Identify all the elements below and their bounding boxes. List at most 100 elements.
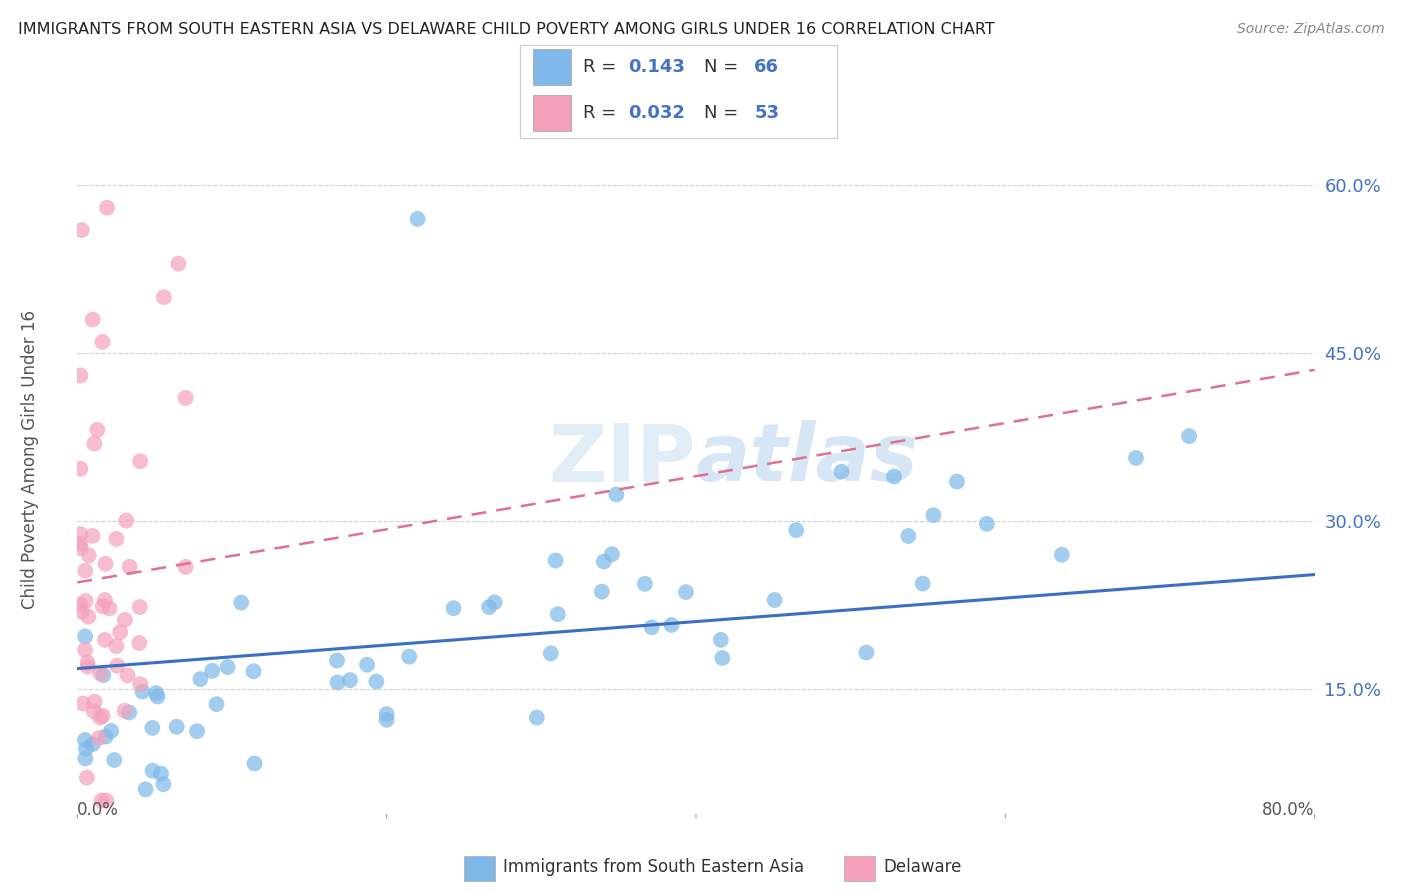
Point (83, 695, 105, 709)
Point (89, 710, 111, 724)
Point (114, 613, 136, 627)
Text: N =: N = (704, 58, 744, 76)
Point (100, 723, 122, 738)
Point (830, 465, 852, 479)
Point (73, 643, 96, 657)
Point (710, 632, 733, 647)
Point (94, 730, 117, 744)
Point (69, 536, 91, 550)
Point (70, 223, 93, 237)
Point (217, 660, 239, 674)
Point (605, 487, 627, 501)
Point (763, 593, 786, 607)
Point (375, 713, 398, 727)
Point (75, 733, 96, 747)
Point (75, 741, 97, 756)
Point (114, 704, 136, 718)
Point (76, 771, 98, 785)
Point (117, 668, 139, 682)
Point (167, 257, 190, 271)
Point (94, 593, 117, 607)
Point (897, 529, 920, 543)
Point (152, 777, 174, 791)
Point (478, 600, 501, 615)
Point (540, 646, 562, 660)
Point (634, 576, 657, 591)
Text: Immigrants from South Eastern Asia: Immigrants from South Eastern Asia (503, 858, 804, 876)
Point (91, 334, 114, 349)
Point (86, 423, 108, 437)
Point (82, 737, 104, 751)
Point (83, 704, 105, 718)
Point (118, 559, 141, 574)
Point (96, 201, 118, 215)
Point (94, 557, 117, 571)
Point (146, 690, 169, 704)
Text: N =: N = (704, 104, 744, 122)
Point (141, 721, 163, 735)
Point (76, 659, 98, 673)
Text: 0.0%: 0.0% (77, 801, 120, 819)
Text: 0.143: 0.143 (627, 58, 685, 76)
Point (544, 553, 567, 567)
Point (356, 657, 378, 672)
Text: R =: R = (583, 104, 623, 122)
Point (75, 594, 97, 608)
Point (661, 618, 683, 632)
Text: ZIP: ZIP (548, 420, 696, 499)
Point (591, 584, 613, 599)
Point (91, 668, 114, 682)
Text: 0.032: 0.032 (627, 104, 685, 122)
Point (398, 649, 420, 664)
Point (75, 630, 96, 644)
Point (174, 391, 197, 405)
Point (1178, 429, 1201, 443)
Point (911, 576, 934, 591)
Point (131, 684, 153, 698)
Point (98, 601, 121, 615)
Point (83, 436, 105, 450)
Point (82, 312, 104, 326)
Point (242, 665, 264, 679)
Point (153, 290, 176, 304)
Point (243, 756, 266, 771)
Point (976, 516, 998, 531)
Point (366, 674, 388, 689)
Point (600, 547, 623, 561)
Point (69, 368, 91, 383)
Point (75, 751, 97, 765)
Point (118, 706, 141, 720)
Text: 80.0%: 80.0% (1263, 801, 1315, 819)
Point (76, 656, 98, 670)
Point (105, 532, 128, 546)
Point (711, 651, 734, 665)
Text: 53: 53 (754, 104, 779, 122)
Point (91, 709, 114, 723)
Bar (533, 95, 571, 131)
Text: 66: 66 (754, 58, 779, 76)
Point (90, 793, 112, 807)
Point (128, 636, 150, 650)
Point (89, 666, 111, 681)
Point (526, 710, 548, 724)
Text: IMMIGRANTS FROM SOUTH EASTERN ASIA VS DELAWARE CHILD POVERTY AMONG GIRLS UNDER 1: IMMIGRANTS FROM SOUTH EASTERN ASIA VS DE… (18, 22, 995, 37)
Text: Child Poverty Among Girls Under 16: Child Poverty Among Girls Under 16 (21, 310, 39, 609)
Point (190, 672, 212, 686)
Point (592, 555, 614, 569)
Point (641, 620, 664, 634)
Point (105, 658, 128, 673)
Point (77, 609, 100, 624)
Point (129, 677, 152, 691)
Point (82, 529, 104, 543)
Point (946, 475, 969, 489)
Point (201, 664, 224, 678)
Point (1050, 548, 1073, 562)
Point (375, 707, 398, 722)
Point (91, 599, 114, 614)
Point (547, 607, 569, 622)
Text: Delaware: Delaware (883, 858, 962, 876)
Point (70, 605, 93, 619)
Point (69, 598, 91, 612)
Point (135, 782, 157, 797)
Bar (533, 49, 571, 85)
